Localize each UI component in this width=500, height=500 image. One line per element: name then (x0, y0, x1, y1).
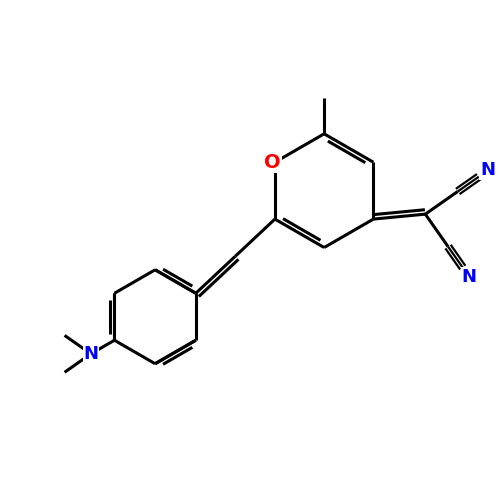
Text: N: N (462, 268, 476, 285)
Text: N: N (480, 162, 495, 180)
Text: O: O (264, 152, 281, 172)
Text: N: N (84, 345, 98, 363)
